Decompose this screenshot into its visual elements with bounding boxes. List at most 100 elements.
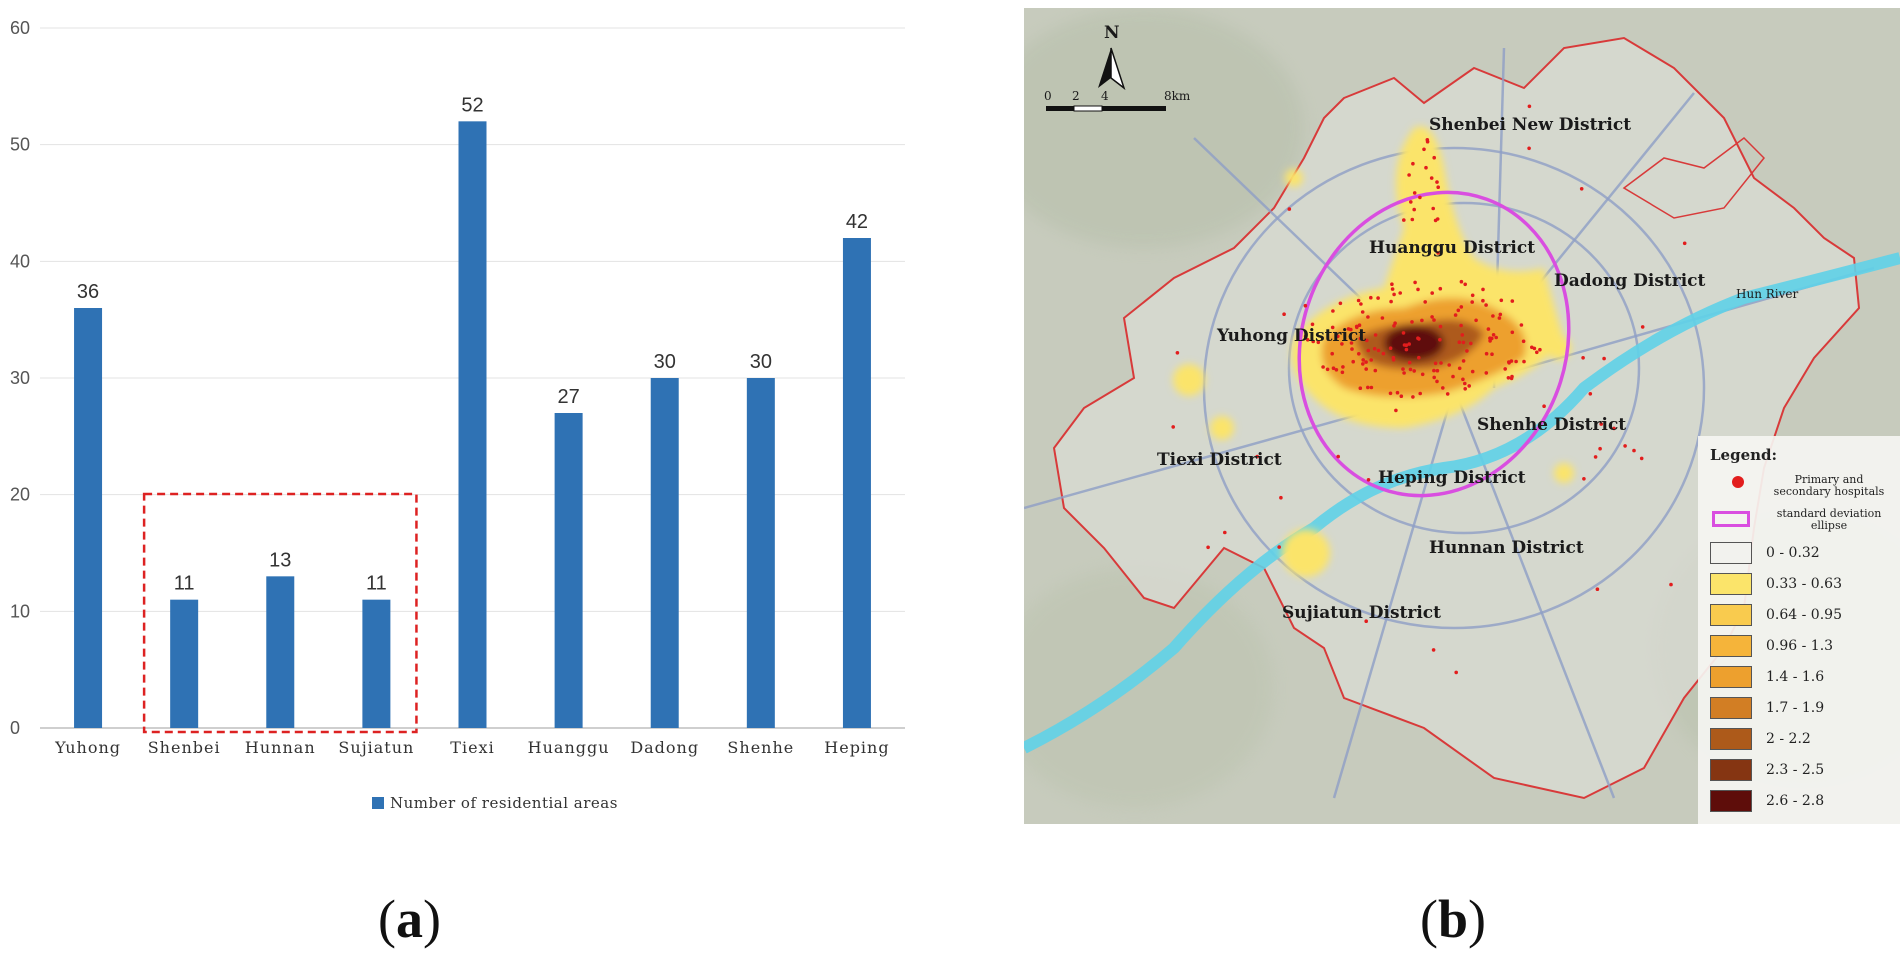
hospital-point [1435, 379, 1439, 384]
legend: Number of residential areas [372, 794, 618, 812]
hospital-point [1420, 318, 1424, 323]
hospital-point [1459, 305, 1464, 309]
hospital-point [1349, 341, 1354, 345]
highlight-box [142, 492, 418, 734]
hospital-point [1470, 293, 1475, 298]
density-hotspot [1173, 364, 1205, 396]
bars [74, 121, 871, 729]
hospital-point [1171, 425, 1175, 429]
caption-b-letter: b [1437, 889, 1469, 949]
hospital-point [1424, 165, 1428, 170]
legend-label: Number of residential areas [390, 794, 618, 812]
hospital-point [1430, 291, 1434, 295]
hospital-point [1303, 334, 1308, 339]
label-sujiatun: Sujiatun District [1282, 603, 1441, 623]
hospital-point [1682, 241, 1687, 246]
hospital-point [1461, 359, 1466, 363]
legend-title: Legend: [1710, 446, 1778, 464]
hospital-point [1381, 351, 1386, 356]
hospital-point [1305, 338, 1310, 342]
hospital-point [1369, 295, 1373, 300]
hospital-point [1439, 361, 1443, 365]
hospital-point [1303, 303, 1308, 308]
hospital-point [1376, 348, 1381, 353]
caption-b: (b) [1420, 889, 1487, 949]
hospital-point [1436, 251, 1440, 255]
hospital-point [1506, 376, 1511, 380]
hospital-point [1499, 298, 1504, 303]
hospital-point [1542, 404, 1546, 409]
legend-swatch [372, 797, 384, 809]
hospital-point [1310, 322, 1315, 327]
hospital-point [1404, 343, 1409, 348]
hospital-point [1351, 359, 1355, 364]
y-tick-label: 50 [10, 135, 30, 155]
scale-end: 8km [1164, 89, 1191, 103]
hospital-point [1461, 377, 1465, 382]
hospital-point [1369, 358, 1373, 362]
hospital-point [1330, 325, 1335, 330]
hospital-point [1639, 456, 1644, 461]
legend-class-swatch [1710, 573, 1752, 595]
hospital-point [1206, 545, 1210, 550]
hospital-point [1412, 207, 1416, 212]
hospital-point [1521, 339, 1526, 344]
density-peak [1384, 325, 1444, 361]
hospital-point [1418, 391, 1422, 396]
hospital-point [1355, 325, 1359, 330]
category-label-sujiatun: Sujiatun [338, 738, 414, 757]
hospital-point [1392, 292, 1396, 297]
scale-segment [1102, 106, 1166, 111]
hospital-point [1481, 298, 1485, 303]
hospital-point [1336, 454, 1340, 459]
hospital-point [1365, 338, 1369, 343]
hospital-point [1465, 349, 1469, 353]
hospital-point [1454, 670, 1458, 675]
hospital-point [1388, 391, 1393, 396]
hospital-point [1356, 298, 1361, 303]
hospital-point [1359, 302, 1363, 306]
hospital-point [1469, 341, 1473, 346]
north-arrow-right [1110, 47, 1126, 91]
hospital-point [1522, 359, 1526, 364]
hospital-point [1459, 279, 1464, 284]
legend-class-label: 0.64 - 0.95 [1766, 607, 1842, 623]
hospital-point [1346, 327, 1351, 331]
category-label-shenhe: Shenhe [727, 738, 794, 757]
hospital-point [1445, 392, 1450, 396]
legend-class: 2 - 2.2 [1710, 728, 1895, 754]
density-hotspot [1285, 169, 1303, 187]
y-tick-label: 30 [10, 368, 30, 388]
density-hotspot [1554, 463, 1574, 483]
category-label-hunnan: Hunnan [245, 738, 316, 757]
label-shenbei: Shenbei New District [1429, 115, 1631, 135]
scale-tick-4: 4 [1101, 89, 1109, 103]
legend-class-label: 1.4 - 1.6 [1766, 669, 1825, 685]
hospital-legend-line1: Primary and [1794, 473, 1864, 486]
scale-segment [1046, 106, 1074, 111]
hospital-point [1527, 104, 1532, 109]
hospital-point [1338, 301, 1343, 306]
north-arrow-left [1098, 48, 1111, 88]
hospital-point [1491, 333, 1496, 337]
legend-class-swatch [1710, 759, 1752, 781]
density-hotspot [1210, 416, 1234, 440]
hospital-point [1435, 368, 1440, 373]
hospital-point [1412, 369, 1416, 373]
hospital-legend-label: Primary and secondary hospitals [1762, 474, 1896, 498]
hospital-point [1581, 356, 1585, 360]
hospital-point [1436, 185, 1440, 189]
hospital-point [1340, 370, 1345, 375]
hospital-point [1593, 455, 1598, 459]
legend-class-swatch [1710, 697, 1752, 719]
hospital-point [1390, 287, 1395, 291]
hospital-point [1432, 375, 1436, 380]
hospital-point [1510, 299, 1515, 303]
label-yuhong: Yuhong District [1216, 326, 1366, 346]
hospital-point [1361, 362, 1365, 366]
hospital-point [1456, 308, 1461, 313]
hospital-point [1460, 333, 1465, 337]
hospital-point [1527, 146, 1531, 151]
bar-chart: 0 10 20 30 40 50 60 36 11 13 11 52 27 30 30 42 Yuhong S… [10, 18, 905, 812]
legend-class-swatch [1710, 635, 1752, 657]
